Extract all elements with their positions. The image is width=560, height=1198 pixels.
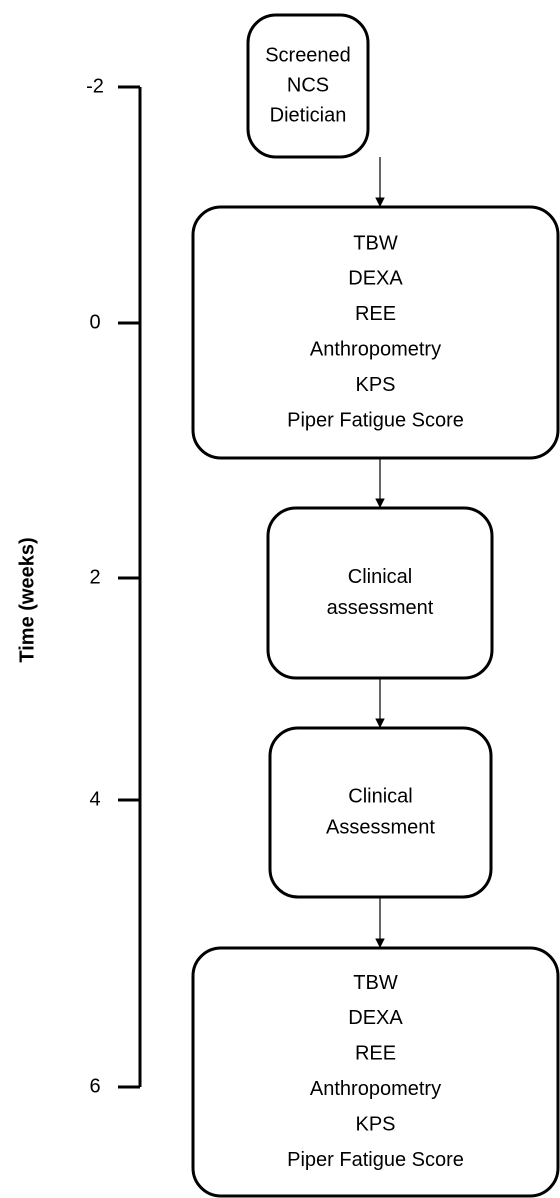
step-box — [191, 205, 560, 460]
step-text: Assessment — [326, 816, 435, 838]
tick-label: 2 — [89, 566, 100, 588]
step-text: Clinical — [348, 566, 412, 588]
step-text: NCS — [287, 74, 329, 96]
step-text: DEXA — [348, 1007, 403, 1029]
tick-label: 0 — [89, 311, 100, 333]
step-box — [191, 946, 560, 1198]
step-text: Dietician — [270, 104, 347, 126]
step-text: Piper Fatigue Score — [287, 1149, 464, 1171]
step-text: REE — [355, 1043, 396, 1065]
step-box — [266, 506, 494, 680]
tick-label: 6 — [89, 1075, 100, 1097]
tick-label: 4 — [89, 788, 100, 810]
step-text: Screened — [265, 44, 351, 66]
step-text: Anthropometry — [310, 1078, 441, 1100]
step-text: REE — [355, 303, 396, 325]
step-text: Piper Fatigue Score — [287, 409, 464, 431]
step-text: KPS — [355, 1113, 395, 1135]
step-text: assessment — [327, 597, 434, 619]
step-text: KPS — [355, 374, 395, 396]
step-box — [246, 13, 370, 159]
step-text: DEXA — [348, 268, 403, 290]
axis-label: Time (weeks) — [16, 537, 38, 662]
tick-label: -2 — [86, 75, 104, 97]
step-text: Anthropometry — [310, 338, 441, 360]
step-text: TBW — [353, 232, 398, 254]
step-text: TBW — [353, 972, 398, 994]
step-text: Clinical — [348, 785, 412, 807]
step-box — [268, 726, 493, 899]
